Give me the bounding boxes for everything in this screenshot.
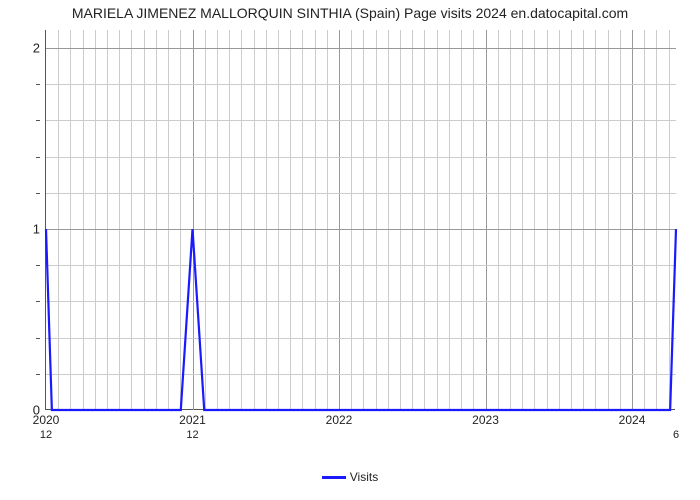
x-tick: 2022 (326, 413, 353, 427)
y-tick: 1 (33, 222, 40, 237)
visits-line (46, 30, 676, 410)
y-tick: 2 (33, 41, 40, 56)
x-tick: 2023 (472, 413, 499, 427)
x-annotation: 12 (186, 429, 198, 441)
legend: Visits (0, 470, 700, 484)
legend-label: Visits (350, 470, 378, 484)
plot-area: 0122020202120222023202412126 (45, 30, 675, 410)
x-tick: 2021 (179, 413, 206, 427)
x-annotation: 6 (673, 429, 679, 441)
x-annotation: 12 (40, 429, 52, 441)
chart-title: MARIELA JIMENEZ MALLORQUIN SINTHIA (Spai… (0, 5, 700, 21)
x-tick: 2020 (33, 413, 60, 427)
legend-swatch (322, 476, 346, 479)
x-tick: 2024 (619, 413, 646, 427)
